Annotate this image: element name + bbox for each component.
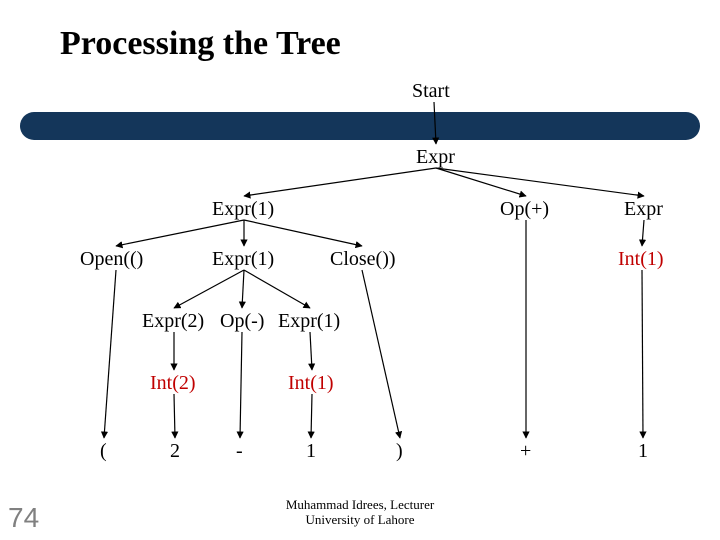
tree-node-expr1b: Expr(1) — [212, 248, 274, 271]
tree-edge-opMinus-termMinus — [240, 332, 242, 438]
tree-edge-expr1b-opMinus — [242, 270, 244, 308]
tree-node-int1: Int(1) — [288, 372, 334, 395]
tree-edge-close-termClose — [362, 270, 400, 438]
tree-node-expr1a: Expr(1) — [212, 198, 274, 221]
tree-edge-expr1b-expr2 — [174, 270, 244, 308]
tree-node-termMinus: - — [236, 440, 243, 463]
tree-node-exprR: Expr — [624, 198, 663, 221]
tree-edge-exprTop-opPlus — [436, 168, 526, 196]
tree-node-opMinus: Op(-) — [220, 310, 264, 333]
tree-edge-expr1b-expr1c — [244, 270, 310, 308]
tree-edge-exprR-int1R — [642, 220, 644, 246]
tree-edge-exprTop-exprR — [436, 168, 644, 196]
tree-node-term1b: 1 — [638, 440, 648, 463]
footer-line-2: University of Lahore — [305, 512, 414, 527]
tree-edge-int1R-term1b — [642, 270, 643, 438]
tree-edge-exprTop-expr1a — [244, 168, 436, 196]
tree-node-opPlus: Op(+) — [500, 198, 549, 221]
tree-node-expr2: Expr(2) — [142, 310, 204, 333]
tree-node-int2: Int(2) — [150, 372, 196, 395]
tree-edge-open-termOpen — [104, 270, 116, 438]
tree-node-termPlus: + — [520, 440, 531, 463]
tree-node-int1R: Int(1) — [618, 248, 664, 271]
footer-line-1: Muhammad Idrees, Lecturer — [286, 497, 434, 512]
tree-node-open: Open(() — [80, 248, 143, 271]
tree-node-term1a: 1 — [306, 440, 316, 463]
tree-edge-expr1a-close — [244, 220, 362, 246]
slide-root: Processing the Tree StartExprExpr(1)Op(+… — [0, 0, 720, 540]
tree-edge-expr1c-int1 — [310, 332, 312, 370]
slide-title: Processing the Tree — [60, 25, 341, 63]
footer: Muhammad Idrees, Lecturer University of … — [0, 498, 720, 528]
tree-edge-int1-term1a — [311, 394, 312, 438]
tree-edge-int2-term2 — [174, 394, 175, 438]
tree-node-termOpen: ( — [100, 440, 107, 463]
tree-node-start: Start — [412, 80, 450, 103]
tree-edge-expr1a-open — [116, 220, 244, 246]
tree-node-term2: 2 — [170, 440, 180, 463]
page-number: 74 — [8, 502, 39, 534]
tree-node-exprTop: Expr — [416, 146, 455, 169]
tree-node-close: Close()) — [330, 248, 396, 271]
accent-bar — [20, 112, 700, 140]
tree-node-termClose: ) — [396, 440, 403, 463]
tree-node-expr1c: Expr(1) — [278, 310, 340, 333]
